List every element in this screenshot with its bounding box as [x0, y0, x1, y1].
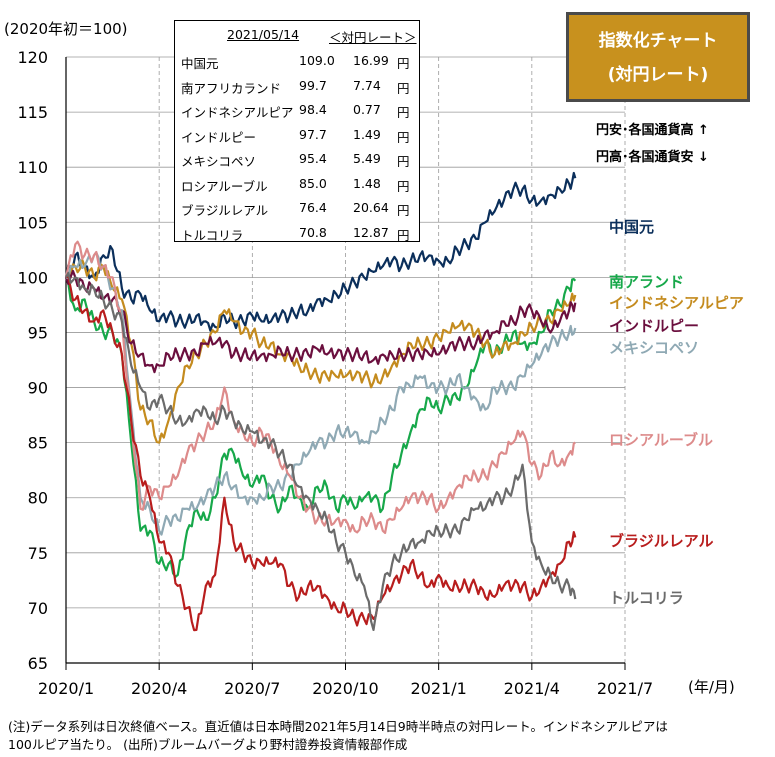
series-label: インドルピー [609, 316, 700, 335]
title-line1: 指数化チャート [598, 31, 718, 51]
series-line [65, 271, 577, 631]
y-tick-label: 100 [17, 268, 48, 287]
table-cell-unit: 円 [397, 56, 410, 71]
y-tick-label: 70 [28, 599, 48, 618]
table-cell-name: ロシアルーブル [181, 178, 268, 194]
table-cell-name: インドネシアルピア [181, 105, 294, 120]
table-cell-unit: 円 [397, 227, 410, 243]
series-label: 南アランド [609, 272, 685, 291]
y-tick-label: 90 [28, 379, 48, 398]
table-cell-rate: 1.48 [353, 175, 381, 191]
table-cell-index: 95.4 [299, 151, 327, 166]
table-cell-index: 109.0 [299, 53, 335, 68]
table-cell-name: 南アフリカランド [181, 80, 282, 96]
table-cell-index: 70.8 [299, 224, 327, 240]
x-tick-label: 2020/10 [312, 679, 378, 698]
legend-down: 円高･各国通貨安 ↓ [596, 150, 709, 165]
table-row: インドネシアルピア 98.4 0.77 円 [175, 102, 419, 126]
x-tick-label: 2021/4 [504, 679, 560, 698]
series-label: ブラジルレアル [609, 531, 714, 550]
note-line2: 100ルピア当たり。 (出所)ブルームバーグより野村證券投資情報部作成 [8, 737, 408, 752]
table-cell-rate: 0.77 [353, 102, 381, 117]
y-tick-label: 75 [28, 544, 48, 563]
table-cell-rate: 20.64 [353, 200, 389, 215]
table-cell-index: 97.7 [299, 126, 327, 142]
table-rate-header: ＜対円レート＞ [329, 30, 417, 45]
table-cell-rate: 7.74 [353, 77, 381, 93]
series-label: ロシアルーブル [609, 431, 713, 450]
note-line1: (注)データ系列は日次終値ベース。直近値は日本時間2021年5月14日9時半時点… [8, 719, 668, 734]
series-line [64, 269, 577, 374]
table-cell-rate: 12.87 [353, 224, 389, 240]
x-tick-label: 2020/1 [38, 679, 94, 698]
y-tick-label: 110 [17, 158, 48, 177]
table-row: 南アフリカランド 99.7 7.74 円 [175, 78, 419, 102]
table-row: インドルピー 97.7 1.49 円 [175, 127, 419, 151]
x-tick-label: 2021/7 [597, 679, 653, 698]
x-tick-label: 2020/7 [224, 679, 280, 698]
y-tick-label: 120 [17, 48, 48, 67]
table-row: トルコリラ 70.8 12.87 円 [175, 225, 419, 249]
series-line [65, 275, 577, 632]
table-cell-rate: 16.99 [353, 53, 389, 68]
series-label: インドネシアルピア [609, 293, 744, 312]
table-cell-name: インドルピー [181, 129, 257, 145]
y-tick-label: 115 [17, 103, 48, 122]
y-axis-unit: (2020年初＝100) [4, 20, 128, 38]
x-tick-label: 2020/4 [131, 679, 187, 698]
series-line [65, 258, 577, 444]
series-line [64, 171, 577, 332]
y-tick-label: 105 [17, 213, 48, 232]
y-tick-label: 95 [28, 323, 48, 342]
table-cell-rate: 1.49 [353, 126, 381, 142]
series-line [64, 276, 577, 578]
x-axis-unit: (年/月) [688, 678, 735, 696]
table-row: ロシアルーブル 85.0 1.48 円 [175, 176, 419, 200]
table-cell-index: 85.0 [299, 175, 327, 191]
table-cell-index: 99.7 [299, 77, 327, 93]
table-cell-unit: 円 [397, 203, 410, 218]
table-cell-rate: 5.49 [353, 151, 381, 166]
chart-title-box: 指数化チャート (対円レート) [566, 12, 750, 102]
table-row: メキシコペソ 95.4 5.49 円 [175, 151, 419, 175]
y-tick-label: 80 [28, 489, 48, 508]
series-label: メキシコペソ [609, 338, 700, 357]
table-cell-unit: 円 [397, 80, 410, 96]
table-cell-unit: 円 [397, 129, 410, 145]
table-cell-name: ブラジルレアル [181, 203, 269, 218]
series-label: トルコリラ [609, 588, 684, 607]
rate-table: 2021/05/14 ＜対円レート＞ 中国元 109.0 16.99 円南アフリカラン… [174, 20, 420, 243]
series-line [64, 240, 576, 535]
series-label: 中国元 [609, 217, 655, 236]
x-tick-label: 2021/1 [411, 679, 467, 698]
legend-up: 円安･各国通貨高 ↑ [596, 123, 709, 138]
table-cell-index: 76.4 [299, 200, 327, 215]
table-cell-name: トルコリラ [181, 227, 244, 243]
table-row: 中国元 109.0 16.99 円 [175, 53, 419, 77]
table-row: ブラジルレアル 76.4 20.64 円 [175, 200, 419, 224]
y-tick-label: 85 [28, 434, 48, 453]
table-cell-unit: 円 [397, 178, 410, 194]
table-cell-name: 中国元 [181, 56, 219, 71]
table-cell-name: メキシコペソ [181, 154, 257, 169]
table-cell-unit: 円 [397, 105, 410, 120]
table-cell-unit: 円 [397, 154, 410, 169]
title-line2: (対円レート) [607, 65, 709, 85]
series-line [65, 251, 577, 536]
y-tick-label: 65 [28, 654, 48, 673]
table-cell-index: 98.4 [299, 102, 327, 117]
table-date: 2021/05/14 [227, 27, 300, 42]
